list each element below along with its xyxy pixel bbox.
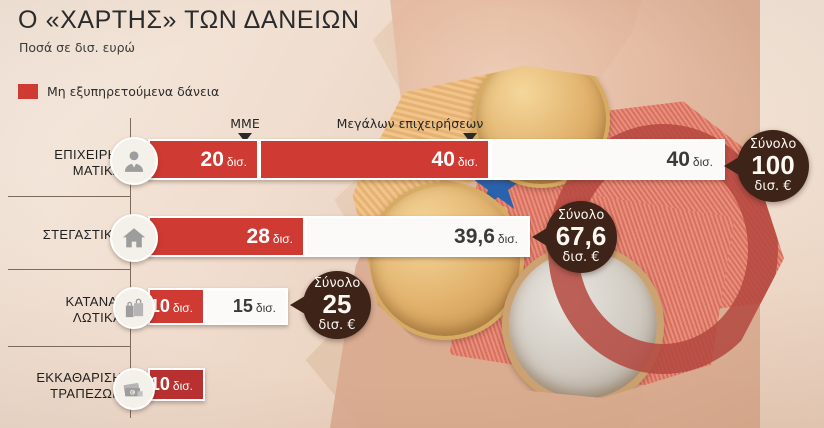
legend: Μη εξυπηρετούμενα δάνεια: [18, 84, 219, 99]
shopping-bag-icon: [113, 287, 155, 329]
bar-value-mortgage-npl: 28 δισ.: [246, 224, 293, 248]
bar-value-business-sme: 20 δισ.: [200, 147, 247, 171]
house-icon: [110, 214, 158, 262]
row-label-bank-line2: ΤΡΑΠΕΖΩΝ: [50, 386, 122, 401]
total-word-mortgage: Σύνολο: [557, 208, 605, 223]
row-separator-3: [8, 346, 130, 347]
pointer-label-large-corp: Μεγάλων επιχειρήσεων: [336, 116, 484, 131]
banknotes-icon: €: [113, 368, 155, 410]
total-bubble-beak: [724, 157, 739, 175]
bar-segment-consumer-npl[interactable]: 10 δισ.: [148, 288, 205, 325]
bar-segment-business-large[interactable]: 40 δισ.: [259, 139, 490, 180]
bar-segment-business-sme[interactable]: 20 δισ.: [148, 139, 259, 180]
row-separator-1: [8, 196, 130, 197]
total-bubble-business: Σύνολο 100 δισ. €: [724, 130, 809, 202]
pointer-arrow-large-corp: [463, 133, 477, 142]
pointer-label-sme: ΜΜΕ: [230, 116, 260, 131]
total-bubble-consumer: Σύνολο 25 δισ. €: [290, 271, 371, 339]
svg-text:€: €: [131, 390, 134, 396]
bar-value-bank-npl: 10 δισ.: [149, 374, 193, 394]
legend-label-npl: Μη εξυπηρετούμενα δάνεια: [47, 84, 220, 99]
bar-value-business-performing: 40 δισ.: [666, 147, 713, 171]
total-bubble-beak-mortgage: [532, 228, 547, 246]
bar-value-mortgage-performing: 39,6 δισ.: [454, 224, 518, 248]
row-label-consumer-line2: ΛΩΤΙΚΑ: [72, 310, 122, 325]
row-label-consumer: ΚΑΤΑΝΑ- ΛΩΤΙΚΑ: [2, 294, 122, 326]
row-label-consumer-line1: ΚΑΤΑΝΑ-: [65, 294, 122, 309]
coin-gold-left: [366, 182, 524, 340]
bar-segment-mortgage-performing[interactable]: 39,6 δισ.: [305, 216, 530, 257]
row-label-mortgage-line1: ΣΤΕΓΑΣΤΙΚΑ: [42, 227, 122, 242]
row-label-mortgage: ΣΤΕΓΑΣΤΙΚΑ: [2, 227, 122, 243]
person-icon: [110, 137, 158, 185]
bar-value-business-large: 40 δισ.: [431, 147, 478, 171]
bar-value-consumer-npl: 10 δισ.: [149, 296, 193, 316]
total-value-consumer: 25: [322, 289, 352, 319]
page-title: Ο «ΧΑΡΤΗΣ» ΤΩΝ ΔΑΝΕΙΩΝ: [18, 6, 360, 34]
bar-segment-bank-npl[interactable]: 10 δισ.: [148, 368, 205, 401]
total-bubble-beak-consumer: [290, 296, 305, 314]
axis-baseline: [130, 118, 131, 418]
bar-value-consumer-performing: 15 δισ.: [232, 296, 276, 316]
row-label-business-line1: ΕΠΙΧΕΙΡΗ-: [54, 147, 122, 162]
row-label-bank-liquidation: ΕΚΚΑΘΑΡΙΣΗ ΤΡΑΠΕΖΩΝ: [2, 370, 122, 402]
total-bubble-mortgage: Σύνολο 67,6 δισ. €: [532, 201, 617, 273]
bar-segment-business-performing[interactable]: 40 δισ.: [490, 139, 725, 180]
bar-business[interactable]: 20 δισ. 40 δισ. 40 δισ.: [148, 139, 725, 180]
bar-mortgage[interactable]: 28 δισ. 39,6 δισ.: [148, 216, 530, 257]
row-label-business: ΕΠΙΧΕΙΡΗ- ΜΑΤΙΚΑ: [2, 147, 122, 179]
bar-consumer[interactable]: 10 δισ. 15 δισ.: [148, 288, 288, 325]
page-subtitle: Ποσά σε δισ. ευρώ: [19, 40, 135, 55]
total-word-business: Σύνολο: [749, 137, 797, 152]
total-word-consumer: Σύνολο: [313, 276, 361, 291]
bar-segment-consumer-performing[interactable]: 15 δισ.: [205, 288, 288, 325]
pointer-arrow-sme: [238, 133, 252, 142]
total-unit-business: δισ. €: [754, 179, 792, 194]
legend-swatch-npl: [18, 84, 38, 99]
total-unit-consumer: δισ. €: [318, 318, 356, 333]
total-value-business: 100: [751, 150, 795, 180]
bar-segment-mortgage-npl[interactable]: 28 δισ.: [148, 216, 305, 257]
row-label-business-line2: ΜΑΤΙΚΑ: [72, 163, 122, 178]
total-value-mortgage: 67,6: [555, 221, 607, 251]
row-separator-2: [8, 269, 130, 270]
total-unit-mortgage: δισ. €: [562, 250, 600, 265]
row-label-bank-line1: ΕΚΚΑΘΑΡΙΣΗ: [36, 370, 122, 385]
bar-bank-liquidation[interactable]: 10 δισ.: [148, 368, 205, 401]
